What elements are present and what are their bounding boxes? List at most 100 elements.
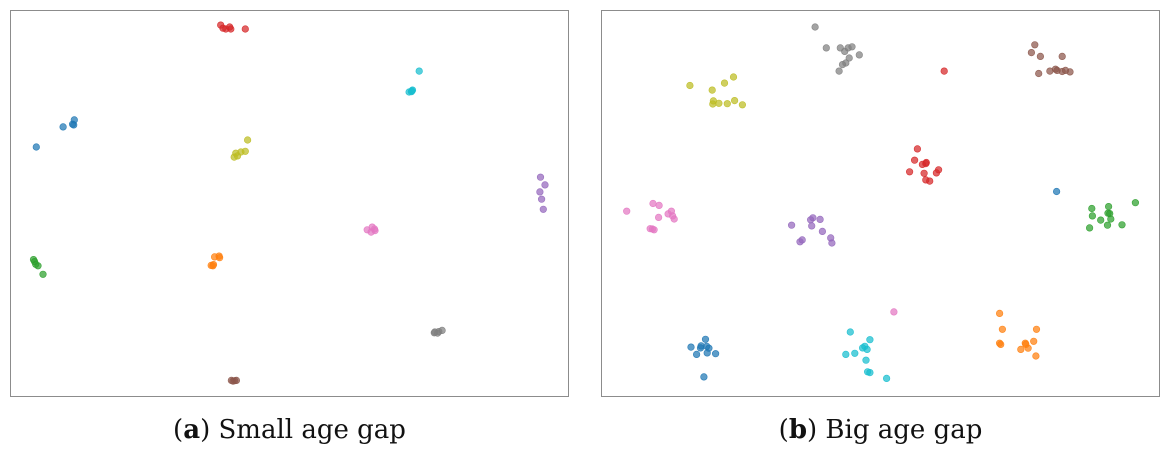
scatter-point-a-s4-p3 bbox=[537, 195, 546, 203]
scatter-point-b-s1-p7 bbox=[723, 100, 731, 108]
scatter-point-a-s6-p4 bbox=[39, 270, 47, 278]
scatter-point-b-s2-p6 bbox=[1053, 66, 1061, 75]
scatter-point-b-s6-p5 bbox=[1088, 212, 1097, 220]
scatter-point-b-s1-p5 bbox=[709, 100, 717, 108]
scatter-point-a-s4-p2 bbox=[536, 188, 544, 196]
scatter-point-b-s4-p5 bbox=[906, 168, 914, 176]
caption-b-text: Big age gap bbox=[825, 415, 983, 445]
scatter-point-b-s7-p5 bbox=[654, 213, 663, 221]
scatter-point-b-s4-p8 bbox=[935, 166, 943, 174]
scatter-point-a-s7-p2 bbox=[216, 254, 224, 262]
scatter-panel-a bbox=[10, 10, 569, 397]
scatter-point-a-s4-p1 bbox=[541, 181, 549, 189]
scatter-point-b-s12-p2 bbox=[1032, 325, 1041, 333]
scatter-point-b-s8-p9 bbox=[828, 239, 836, 247]
scatter-point-b-s11-p6 bbox=[842, 350, 850, 359]
scatter-point-b-s0-p0 bbox=[811, 23, 819, 31]
caption-b: (b) Big age gap bbox=[778, 415, 983, 445]
scatter-point-b-s8-p4 bbox=[808, 222, 816, 230]
scatter-point-a-s8-p4 bbox=[430, 329, 438, 337]
scatter-point-b-s0-p9 bbox=[835, 67, 843, 75]
scatter-point-b-s10-p0 bbox=[701, 335, 710, 343]
scatter-point-b-s4-p0 bbox=[913, 145, 922, 153]
scatter-point-b-s0-p7 bbox=[845, 54, 853, 62]
scatter-point-a-s2-p1 bbox=[59, 123, 67, 131]
scatter-point-b-s7-p0 bbox=[623, 207, 631, 215]
scatter-point-a-s2-p0 bbox=[32, 143, 40, 151]
points-group-a bbox=[29, 21, 549, 385]
scatter-point-b-s3-p0 bbox=[940, 67, 948, 75]
caption-b-label: b bbox=[788, 415, 807, 445]
scatter-point-a-s0-p4 bbox=[226, 23, 234, 31]
caption-a: (a) Small age gap bbox=[173, 415, 406, 445]
scatter-point-b-s10-p9 bbox=[700, 373, 708, 381]
scatter-panel-b bbox=[601, 10, 1160, 397]
scatter-point-b-s1-p6 bbox=[715, 99, 723, 107]
scatter-point-b-s2-p8 bbox=[1066, 68, 1074, 76]
scatter-point-b-s2-p2 bbox=[1036, 52, 1045, 61]
scatter-point-b-s8-p8 bbox=[796, 238, 804, 246]
scatter-point-b-s8-p5 bbox=[818, 227, 826, 235]
scatter-point-b-s10-p8 bbox=[703, 349, 711, 357]
scatter-point-a-s5-p4 bbox=[370, 225, 379, 233]
scatter-point-b-s12-p7 bbox=[1030, 337, 1038, 345]
scatter-point-b-s10-p6 bbox=[711, 350, 720, 358]
scatter-point-b-s11-p0 bbox=[846, 328, 854, 336]
scatter-point-b-s7-p2 bbox=[655, 201, 663, 209]
scatter-point-b-s7-p6 bbox=[670, 215, 678, 223]
scatter-point-b-s0-p10 bbox=[838, 60, 847, 69]
scatter-point-b-s11-p9 bbox=[866, 369, 874, 377]
scatter-point-b-s6-p6 bbox=[1097, 216, 1105, 224]
scatter-point-b-s6-p1 bbox=[1105, 203, 1113, 211]
scatter-point-b-s6-p10 bbox=[1086, 224, 1094, 232]
scatter-point-a-s3-p3 bbox=[241, 147, 249, 155]
scatter-point-b-s12-p4 bbox=[997, 340, 1005, 349]
plot-border-b bbox=[601, 10, 1160, 397]
scatter-point-b-s11-p5 bbox=[851, 349, 859, 357]
scatter-point-b-s2-p3 bbox=[1058, 52, 1066, 61]
scatter-point-b-s4-p1 bbox=[911, 156, 919, 164]
scatter-point-a-s1-p4 bbox=[407, 88, 416, 96]
scatter-point-b-s2-p9 bbox=[1046, 67, 1054, 75]
scatter-point-b-s8-p1 bbox=[807, 216, 815, 224]
scatter-point-b-s7-p10 bbox=[650, 226, 658, 234]
scatter-point-b-s6-p4 bbox=[1088, 204, 1096, 213]
scatter-point-b-s10-p3 bbox=[696, 344, 705, 352]
scatter-point-b-s1-p3 bbox=[729, 73, 738, 81]
scatter-point-b-s11-p1 bbox=[866, 336, 874, 344]
scatter-point-b-s11-p4 bbox=[859, 344, 867, 352]
scatter-point-b-s6-p3 bbox=[1104, 209, 1112, 217]
scatter-point-a-s3-p5 bbox=[230, 153, 238, 161]
plot-border-a bbox=[10, 10, 569, 397]
scatter-point-b-s1-p1 bbox=[708, 86, 716, 94]
scatter-point-a-s0-p3 bbox=[219, 24, 227, 32]
scatter-plot-b bbox=[601, 10, 1160, 397]
scatter-point-a-s3-p0 bbox=[244, 136, 252, 144]
scatter-point-b-s10-p7 bbox=[692, 350, 701, 359]
scatter-point-b-s7-p7 bbox=[664, 210, 672, 218]
scatter-point-b-s0-p5 bbox=[841, 47, 849, 56]
scatter-point-b-s0-p1 bbox=[822, 44, 830, 52]
scatter-point-b-s12-p9 bbox=[1017, 345, 1025, 354]
scatter-point-b-s1-p2 bbox=[720, 79, 729, 87]
caption-a-text: Small age gap bbox=[218, 415, 406, 445]
scatter-point-a-s6-p3 bbox=[32, 260, 40, 268]
scatter-point-b-s6-p0 bbox=[1131, 199, 1140, 207]
scatter-point-b-s7-p1 bbox=[649, 199, 657, 208]
scatter-point-b-s6-p7 bbox=[1107, 215, 1115, 223]
scatter-point-b-s4-p10 bbox=[922, 176, 930, 184]
scatter-point-a-s4-p0 bbox=[536, 173, 545, 181]
caption-a-label: a bbox=[183, 415, 201, 445]
scatter-point-b-s12-p8 bbox=[1024, 344, 1032, 352]
scatter-point-b-s8-p2 bbox=[816, 215, 824, 223]
scatter-point-a-s9-p3 bbox=[229, 377, 237, 385]
scatter-point-b-s12-p0 bbox=[996, 309, 1004, 318]
scatter-point-b-s2-p1 bbox=[1027, 48, 1036, 57]
scatter-plot-a bbox=[10, 10, 569, 397]
scatter-point-a-s0-p5 bbox=[241, 25, 249, 33]
scatter-point-b-s2-p0 bbox=[1031, 41, 1039, 49]
scatter-point-b-s12-p1 bbox=[998, 325, 1007, 333]
scatter-point-b-s11-p10 bbox=[883, 374, 891, 383]
scatter-point-a-s1-p0 bbox=[415, 67, 423, 75]
scatter-point-b-s9-p0 bbox=[890, 308, 898, 316]
